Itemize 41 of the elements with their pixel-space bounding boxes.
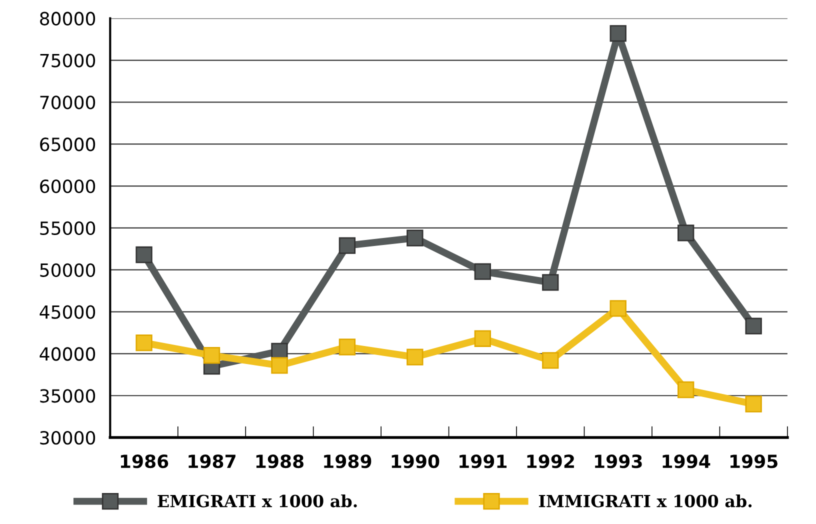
x-tick-label: 1989: [324, 454, 372, 468]
point: [678, 224, 694, 242]
point: [474, 330, 491, 347]
point: [542, 352, 559, 369]
point: [136, 334, 152, 352]
y-tick-label: 45000: [40, 305, 96, 319]
legend-label: EMIGRATI x 1000 ab.: [158, 494, 357, 508]
y-tick-label: 55000: [40, 221, 96, 236]
x-tick-label: 1994: [662, 454, 710, 468]
legend-label: IMMIGRATI x 1000 ab.: [538, 494, 752, 508]
point: [338, 338, 356, 356]
y-tick-label: 65000: [40, 138, 96, 152]
x-tick-label: 1995: [730, 454, 778, 468]
point: [745, 318, 762, 334]
x-tick-label: 1988: [256, 454, 304, 468]
x-tick-label: 1991: [460, 454, 507, 468]
point: [474, 263, 491, 280]
point: [406, 348, 424, 366]
point: [338, 237, 356, 254]
y-tick-label: 30000: [40, 431, 96, 445]
point: [203, 347, 220, 364]
point: [745, 396, 762, 412]
point: [678, 381, 694, 398]
y-tick-label: 40000: [40, 347, 96, 361]
y-tick-label: 70000: [40, 96, 96, 110]
y-tick-label: 35000: [40, 389, 96, 403]
x-tick-label: 1992: [527, 454, 574, 468]
y-tick-label: 60000: [40, 179, 96, 194]
x-tick-label: 1993: [595, 454, 642, 468]
y-tick-label: 50000: [40, 263, 96, 277]
point: [136, 246, 152, 264]
y-tick-label: 80000: [40, 12, 96, 26]
x-tick-label: 1990: [392, 454, 440, 468]
point: [271, 357, 288, 374]
point: [610, 25, 626, 42]
point: [406, 230, 424, 246]
point: [610, 300, 626, 317]
x-tick-label: 1987: [188, 454, 236, 468]
y-tick-label: 75000: [40, 54, 96, 68]
x-tick-label: 1986: [120, 454, 168, 468]
point: [542, 274, 559, 291]
